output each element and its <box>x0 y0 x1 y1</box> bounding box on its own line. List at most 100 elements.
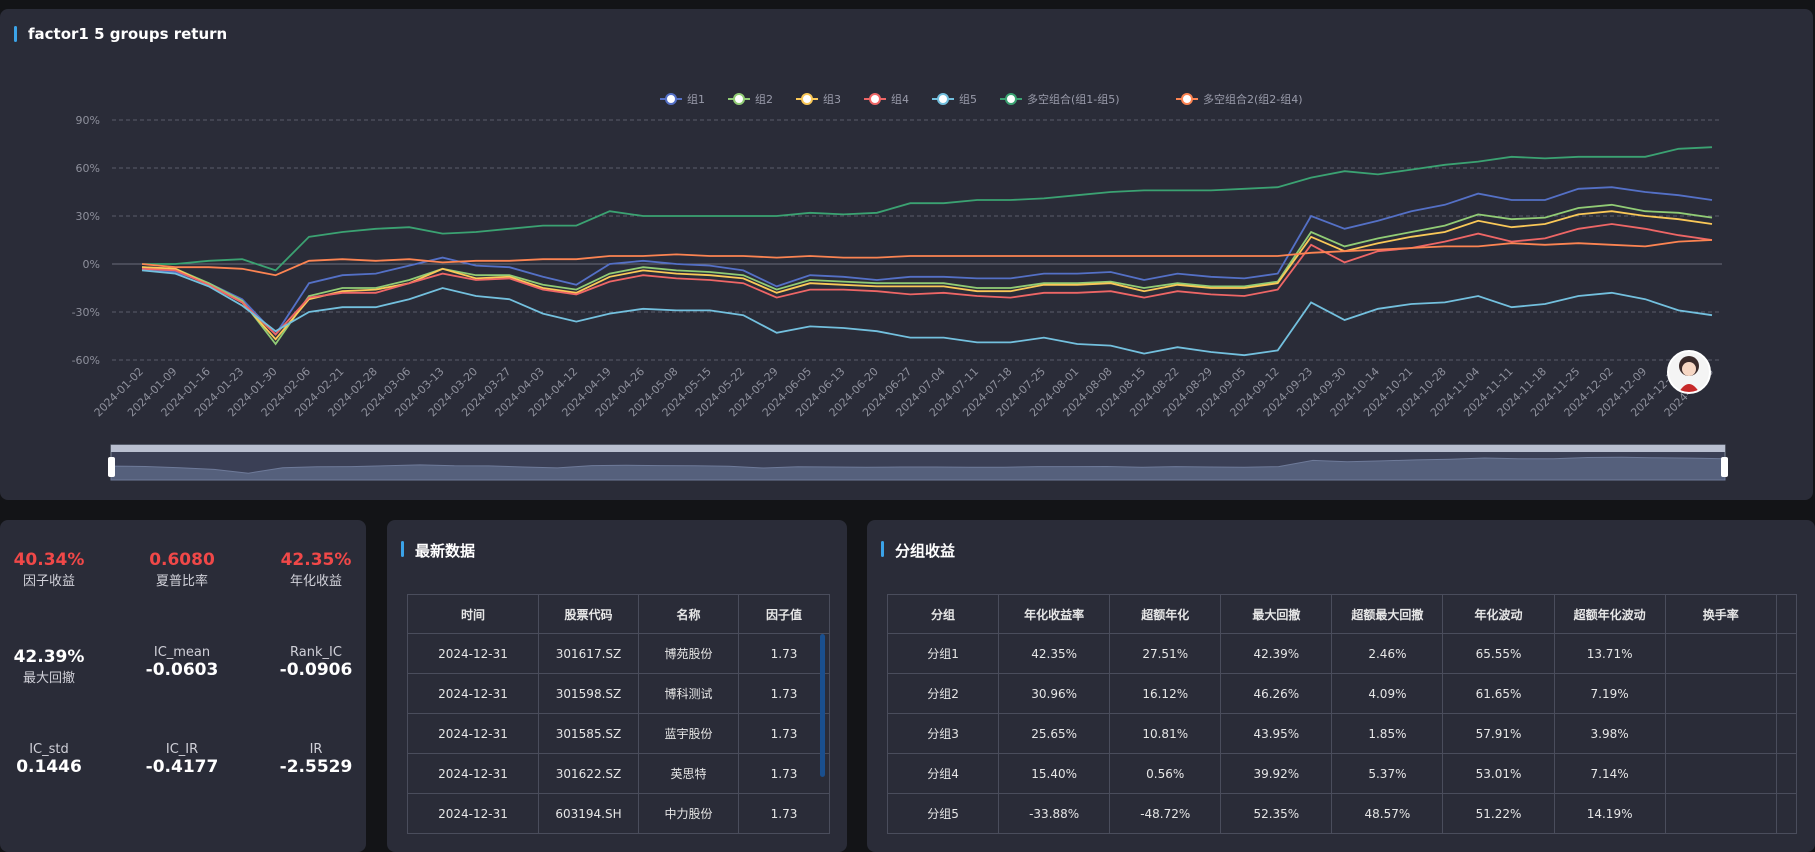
line-chart[interactable]: 90%60%30%0%-30%-60%2024-01-022024-01-092… <box>0 9 1813 500</box>
table-cell: 4.09% <box>1331 673 1444 714</box>
y-tick-label: -30% <box>72 306 100 319</box>
table-cell <box>1664 713 1777 754</box>
table-cell: 3.98% <box>1553 713 1666 754</box>
table-cell: 57.91% <box>1442 713 1555 754</box>
latest-data-panel: 最新数据 时间 股票代码 名称 因子值 2024-12-31 301617.SZ 博苑股份… <box>387 520 847 852</box>
group-returns-panel: 分组收益 分组 年化收益率 超额年化 最大回撤 超额最大回撤 年化波动 超额年化波动 换手率 … <box>867 520 1815 852</box>
table-cell: 2024-12-31 <box>407 633 539 674</box>
legend-label: 组4 <box>891 92 909 106</box>
table-row[interactable]: 分组1 42.35% 27.51% 42.39% 2.46% 65.55% 13.71% <box>886 633 1798 674</box>
table-cell: 301598.SZ <box>538 673 639 714</box>
table-cell: 0.56% <box>1109 753 1222 794</box>
table-row[interactable]: 分组2 30.96% 16.12% 46.26% 4.09% 61.65% 7.19% <box>886 673 1798 714</box>
table-cell: 1.73 <box>738 633 830 674</box>
legend-marker <box>869 93 881 105</box>
table-cell: 301617.SZ <box>538 633 639 674</box>
table-cell: 博科测试 <box>638 673 739 714</box>
column-header[interactable]: 最大回撤 <box>1220 594 1333 634</box>
table-cell: 301622.SZ <box>538 753 639 794</box>
latest-title: 最新数据 <box>401 540 475 561</box>
stat-max-drawdown: 42.39% 最大回撤 <box>0 647 104 686</box>
stat-ir: IR -2.5529 <box>261 742 371 777</box>
table-cell: 51.22% <box>1442 793 1555 834</box>
table-row[interactable]: 分组5 -33.88% -48.72% 52.35% 48.57% 51.22% 14.19… <box>886 793 1798 834</box>
legend-label: 多空组合(组1-组5) <box>1027 92 1120 106</box>
y-tick-label: 0% <box>83 258 100 271</box>
stat-value: -2.5529 <box>279 757 353 777</box>
legend-label: 组1 <box>687 92 705 106</box>
series-line <box>141 210 1713 341</box>
column-header[interactable]: 年化波动 <box>1442 594 1555 634</box>
column-header[interactable]: 股票代码 <box>538 594 639 634</box>
chart-panel: factor1 5 groups return 90% 60% 30% 0% -30% -… <box>0 9 1813 500</box>
assistant-avatar[interactable] <box>1667 350 1711 394</box>
legend-label: 组2 <box>755 92 773 106</box>
stat-ic-mean: IC_mean -0.0603 <box>127 645 237 680</box>
stat-annual-return: 42.35% 年化收益 <box>261 550 371 589</box>
table-cell: 博苑股份 <box>638 633 739 674</box>
column-header[interactable]: 超额最大回撤 <box>1331 594 1444 634</box>
column-header[interactable]: 因子值 <box>738 594 830 634</box>
table-row[interactable]: 2024-12-31 301617.SZ 博苑股份 1.73 <box>407 633 830 674</box>
column-header[interactable]: 时间 <box>407 594 539 634</box>
zoom-slider-preview <box>110 456 1726 481</box>
table-cell: 53.01% <box>1442 753 1555 794</box>
stat-ic-ir: IC_IR -0.4177 <box>127 742 237 777</box>
latest-table: 时间 股票代码 名称 因子值 2024-12-31 301617.SZ 博苑股份 1.73 2… <box>407 594 830 834</box>
series-line <box>141 239 1713 277</box>
column-header[interactable]: 名称 <box>638 594 739 634</box>
stat-ic-std: IC_std 0.1446 <box>0 742 104 777</box>
table-cell: 14.19% <box>1553 793 1666 834</box>
stat-value: -0.0603 <box>145 660 219 680</box>
table-cell: 分组3 <box>886 713 1000 754</box>
table-row[interactable]: 2024-12-31 301622.SZ 英思特 1.73 <box>407 753 830 794</box>
table-cell: 42.35% <box>998 633 1111 674</box>
table-cell: 65.55% <box>1442 633 1555 674</box>
table-row[interactable]: 分组3 25.65% 10.81% 43.95% 1.85% 57.91% 3.98% <box>886 713 1798 754</box>
table-cell: 7.14% <box>1553 753 1666 794</box>
column-spacer <box>1775 594 1798 634</box>
series-line <box>141 186 1713 336</box>
table-cell: 42.39% <box>1220 633 1333 674</box>
legend-marker <box>937 93 949 105</box>
table-cell: 27.51% <box>1109 633 1222 674</box>
group-title: 分组收益 <box>881 540 955 561</box>
table-cell: 2024-12-31 <box>407 673 539 714</box>
table-cell: -33.88% <box>998 793 1111 834</box>
column-header[interactable]: 分组 <box>886 594 1000 634</box>
stat-value: 0.1446 <box>16 757 82 777</box>
table-cell: 301585.SZ <box>538 713 639 754</box>
table-cell: 1.85% <box>1331 713 1444 754</box>
stat-sharpe: 0.6080 夏普比率 <box>127 550 237 589</box>
table-cell-spacer <box>1775 753 1798 794</box>
table-row[interactable]: 分组4 15.40% 0.56% 39.92% 5.37% 53.01% 7.14% <box>886 753 1798 794</box>
column-header[interactable]: 年化收益率 <box>998 594 1111 634</box>
series-line <box>142 146 1713 272</box>
table-cell: 15.40% <box>998 753 1111 794</box>
legend-marker <box>1181 93 1193 105</box>
table-cell: 1.73 <box>738 673 830 714</box>
table-cell: 2024-12-31 <box>407 793 539 834</box>
legend-label: 多空组合2(组2-组4) <box>1203 92 1303 106</box>
legend-label: 组3 <box>823 92 841 106</box>
table-cell: 25.65% <box>998 713 1111 754</box>
table-cell-spacer <box>1775 793 1798 834</box>
stat-value: 0.6080 <box>149 550 215 570</box>
stat-label: Rank_IC <box>290 645 342 660</box>
stat-label: IC_IR <box>165 742 199 757</box>
latest-table-scrollbar[interactable] <box>820 634 825 777</box>
table-row[interactable]: 2024-12-31 301585.SZ 蓝宇股份 1.73 <box>407 713 830 754</box>
series-line <box>141 203 1713 346</box>
table-cell: 43.95% <box>1220 713 1333 754</box>
table-row[interactable]: 2024-12-31 603194.SH 中力股份 1.73 <box>407 793 830 834</box>
table-cell <box>1664 633 1777 674</box>
table-row[interactable]: 2024-12-31 301598.SZ 博科测试 1.73 <box>407 673 830 714</box>
table-cell: 46.26% <box>1220 673 1333 714</box>
zoom-slider-right-handle <box>1721 457 1728 477</box>
stat-label: 年化收益 <box>289 574 342 589</box>
column-header[interactable]: 超额年化波动 <box>1553 594 1666 634</box>
table-cell-spacer <box>1775 633 1798 674</box>
column-header[interactable]: 换手率 <box>1664 594 1777 634</box>
column-header[interactable]: 超额年化 <box>1109 594 1222 634</box>
stat-factor-return: 40.34% 因子收益 <box>0 550 104 589</box>
